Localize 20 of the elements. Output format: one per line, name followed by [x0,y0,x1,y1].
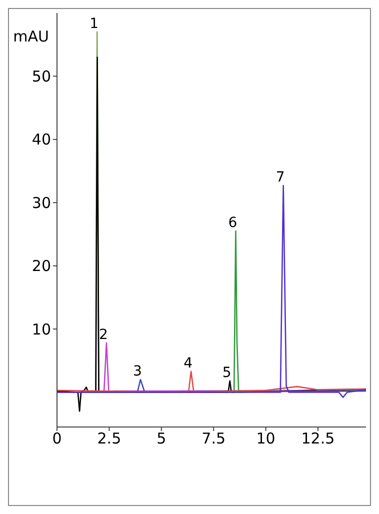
y-axis-title: mAU [13,28,49,46]
x-tick-label: 2.5 [97,430,122,448]
x-tick-label: 12.5 [301,430,335,448]
annotation: 3 [133,364,142,380]
x-tick-label: 0 [52,430,62,448]
y-tick-label: 30 [32,194,51,212]
y-tick-label: 50 [32,68,51,86]
annotation: 1 [90,16,99,32]
x-tick-label: 10 [256,430,276,448]
annotation: 7 [276,170,285,186]
annotation: 4 [184,355,193,372]
annotation: 6 [228,215,238,232]
annotation: 5 [222,364,232,381]
x-tick-label: 7.5 [202,430,226,448]
y-tick-label: 10 [32,320,51,338]
y-tick-label: 20 [32,257,51,276]
line-series [57,184,366,398]
x-tick-label: 5 [156,430,166,448]
y-tick-label: 40 [32,130,51,149]
annotation: 2 [99,326,108,343]
